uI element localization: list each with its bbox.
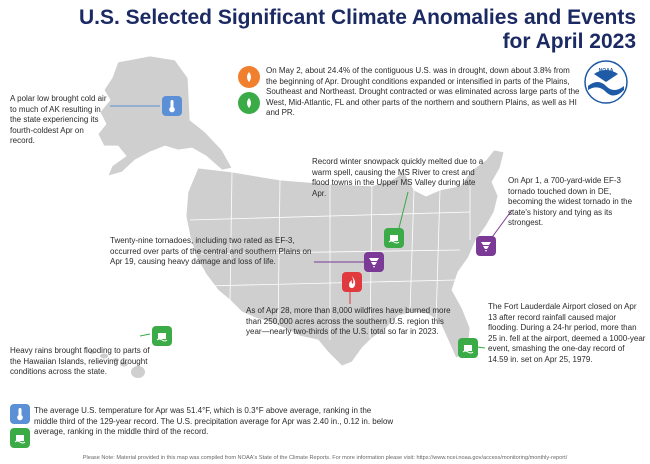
tornado-icon-delaware [476,236,496,256]
national-precip-text: The U.S. precipitation average for Apr w… [34,416,394,437]
alaska-shape [97,55,233,177]
delaware-annotation: On Apr 1, a 700-yard-wide EF-3 tornado t… [508,176,633,227]
drought-annotation: On May 2, about 24.4% of the contiguous … [266,66,580,117]
wildfire-icon [342,272,362,292]
title-line2: for April 2023 [502,30,636,53]
title-line1: U.S. Selected Significant Climate Anomal… [78,6,636,29]
temperature-icon-national [10,404,30,424]
national-temp-text: The average U.S. temperature for Apr was… [34,406,372,426]
precip-icon-national [10,428,30,448]
florida-annotation: The Fort Lauderdale Airport closed on Ap… [488,302,646,364]
page-title: U.S. Selected Significant Climate Anomal… [79,6,636,54]
footer-note: Please Note: Material provided in this m… [82,455,568,461]
noaa-logo-text: NOAA [599,68,614,74]
hawaii-annotation: Heavy rains brought flooding to parts of… [10,346,150,376]
national-summary: The average U.S. temperature for Apr was… [34,406,394,438]
noaa-logo: NOAA [584,60,628,104]
flood-icon-hawaii [152,326,172,346]
tornadoes-annotation: Twenty-nine tornadoes, including two rat… [110,236,312,266]
alaska-annotation: A polar low brought cold air to much of … [10,94,107,145]
snowpack-annotation: Record winter snowpack quickly melted du… [312,157,484,198]
wildfires-annotation: As of Apr 28, more than 8,000 wildfires … [246,306,451,336]
flood-icon-midwest [384,228,404,248]
flood-icon-florida [458,338,478,358]
tornado-icon-plains [364,252,384,272]
hawaii-shape [89,350,145,378]
temperature-icon-alaska [162,96,182,116]
drought-icon-green [238,92,260,114]
drought-icon-orange [238,66,260,88]
